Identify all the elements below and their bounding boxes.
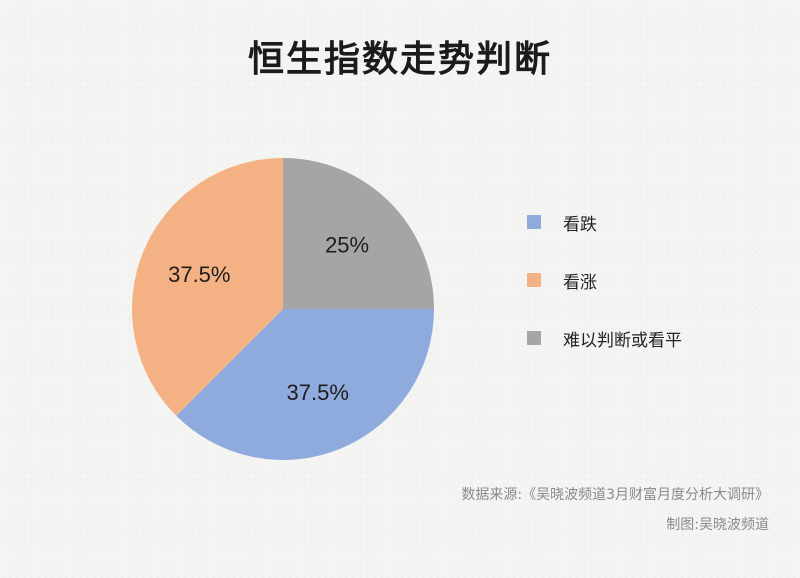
legend-item-bullish: 看涨 — [527, 269, 682, 293]
legend-item-bearish: 看跌 — [527, 211, 682, 235]
legend-label: 难以判断或看平 — [563, 330, 682, 351]
legend-item-neutral: 难以判断或看平 — [527, 327, 682, 351]
pie-slice-neutral — [283, 158, 434, 309]
pie-label-bullish: 37.5% — [168, 262, 230, 287]
chart-credit: 制图:吴晓波频道 — [666, 517, 769, 533]
legend-label: 看涨 — [563, 272, 597, 293]
pie-slice-bullish — [132, 158, 283, 416]
pie-slice-bearish — [176, 309, 435, 460]
legend-swatch — [527, 215, 541, 229]
pie-labels: 37.5% 37.5% 25% — [168, 232, 369, 405]
legend-swatch — [527, 273, 541, 287]
pie-label-bearish: 37.5% — [287, 380, 349, 405]
chart-title: 恒生指数走势判断 — [247, 39, 552, 80]
pie-slices — [132, 158, 435, 460]
legend-swatch — [527, 331, 541, 345]
pie-label-neutral: 25% — [325, 232, 369, 257]
data-source-note: 数据来源:《吴晓波频道3月财富月度分析大调研》 — [461, 487, 769, 503]
legend-label: 看跌 — [563, 214, 597, 235]
legend: 看跌 看涨 难以判断或看平 — [527, 211, 682, 385]
